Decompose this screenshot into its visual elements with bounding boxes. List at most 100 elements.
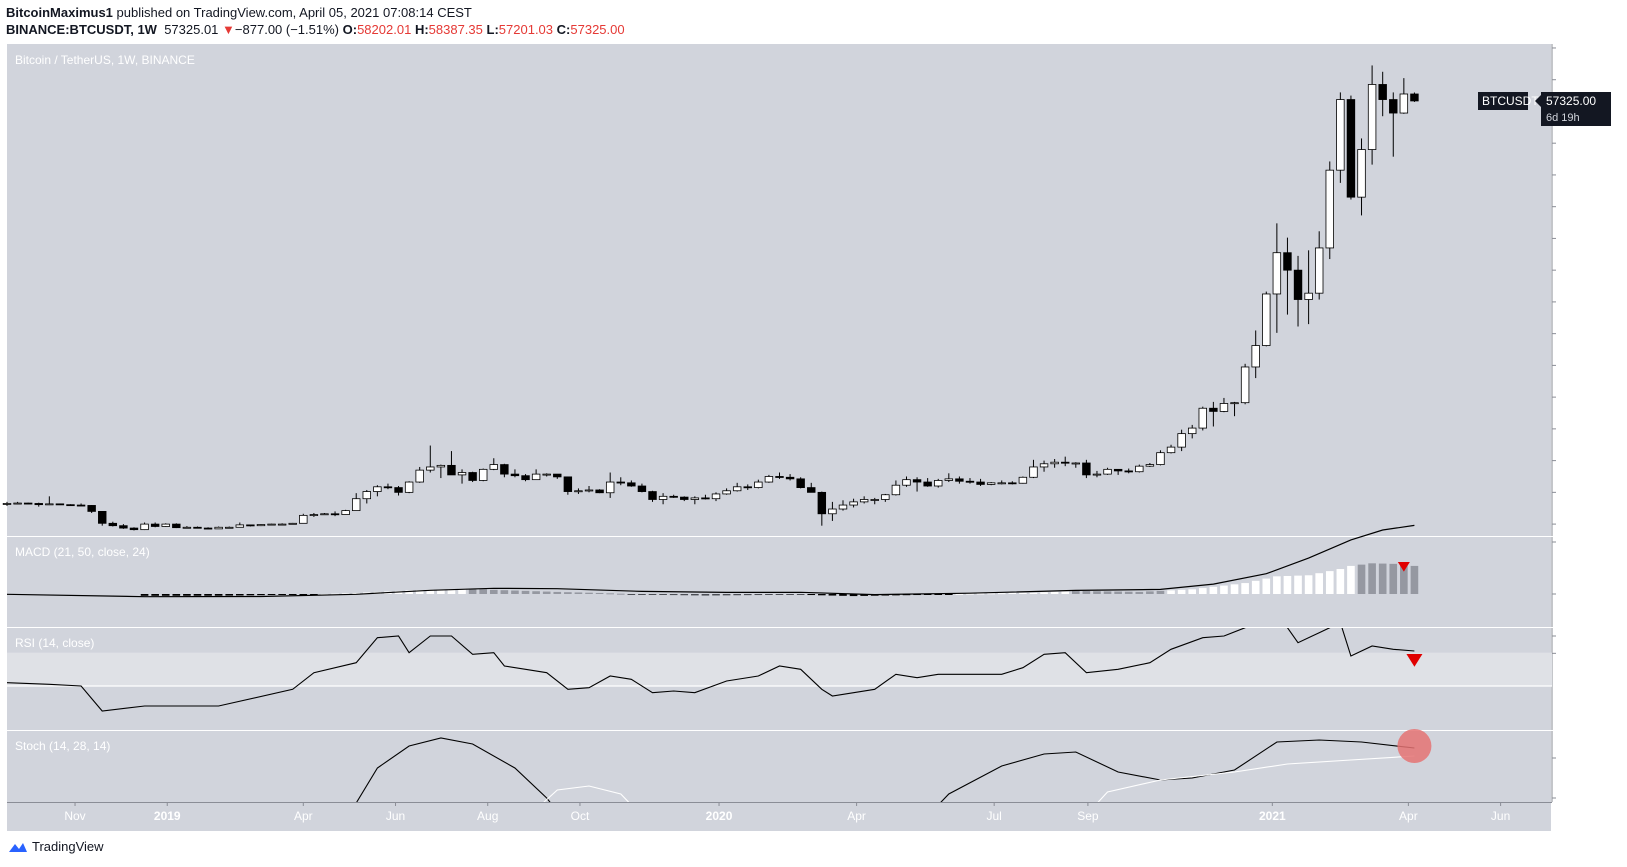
macd-histogram-bar	[786, 594, 794, 595]
candle-body	[796, 478, 805, 488]
macd-histogram-bar	[796, 594, 805, 595]
candle-body	[616, 481, 625, 484]
time-tick-label: 2019	[154, 809, 181, 823]
time-tick-label: Apr	[294, 809, 313, 823]
publish-header: BitcoinMaximus1 published on TradingView…	[6, 5, 472, 20]
time-tick-label: Oct	[571, 809, 590, 823]
macd-histogram-bar	[235, 594, 244, 596]
candle-body	[246, 524, 255, 527]
macd-histogram-bar	[331, 593, 339, 595]
macd-histogram-bar	[945, 594, 953, 595]
candle-body	[542, 473, 551, 476]
macd-histogram-bar	[246, 594, 255, 596]
time-tick-label: Jun	[1491, 809, 1510, 823]
rsi-tick-label: 80.00	[1575, 631, 1603, 643]
macd-histogram-bar	[183, 594, 191, 596]
macd-histogram-bar	[1378, 563, 1387, 594]
macd-histogram-bar	[489, 589, 498, 594]
macd-histogram-bar	[976, 593, 985, 595]
macd-histogram-bar	[1082, 591, 1091, 594]
macd-histogram-bar	[743, 594, 752, 596]
macd-histogram-bar	[542, 591, 551, 594]
candle-body	[1166, 446, 1176, 454]
candle-body	[1029, 466, 1038, 478]
time-tick-label: Nov	[64, 809, 85, 823]
rsi-band	[7, 652, 1552, 686]
price-tick-label: 16000.00	[1562, 424, 1608, 436]
candle-body	[129, 527, 139, 531]
macd-histogram-bar	[500, 590, 509, 594]
time-tick-label: 2020	[706, 809, 733, 823]
candle-body	[1103, 468, 1112, 475]
macd-histogram-bar	[1177, 589, 1186, 594]
candle-body	[394, 487, 403, 493]
macd-histogram-bar	[606, 593, 614, 595]
price-tick-label: 20000.00	[1562, 392, 1608, 404]
stoch-tick-label: 80.00	[1575, 753, 1603, 765]
macd-histogram-bar	[1040, 592, 1048, 594]
candle-body	[690, 497, 700, 500]
macd-histogram-bar	[310, 594, 318, 595]
candle-body	[299, 514, 308, 524]
price-tick-label: 40000.00	[1562, 233, 1608, 245]
candle-body	[235, 524, 245, 528]
macd-histogram-bar	[151, 594, 159, 596]
candle-body	[1399, 93, 1409, 114]
macd-histogram-bar	[1283, 575, 1292, 594]
macd-histogram-bar	[479, 589, 488, 594]
macd-histogram-bar	[839, 594, 847, 596]
candle-body	[1346, 99, 1356, 198]
time-tick-label: 2021	[1259, 809, 1286, 823]
candle-body	[775, 476, 784, 478]
price-pane[interactable]	[7, 44, 1551, 536]
candle-body	[732, 486, 742, 492]
author-name[interactable]: BitcoinMaximus1	[6, 5, 113, 20]
candle-body	[23, 502, 33, 505]
symbol-tag-text: BTCUSDT	[1482, 94, 1539, 108]
candle-body	[828, 508, 837, 515]
candle-body	[1156, 452, 1165, 465]
macd-histogram-bar	[997, 593, 1006, 595]
candle-body	[1314, 247, 1324, 294]
candle-body	[457, 472, 467, 476]
candle-body	[256, 524, 266, 527]
candle-body	[2, 503, 12, 505]
candle-body	[66, 504, 75, 507]
macd-histogram-bar	[1209, 586, 1218, 594]
candle-body	[531, 473, 541, 481]
stoch-tick-label: 60.00	[1575, 793, 1603, 805]
stoch-pane[interactable]	[7, 731, 1551, 802]
macd-histogram-bar	[426, 589, 435, 594]
macd-histogram-bar	[415, 590, 424, 594]
macd-histogram-bar	[1008, 592, 1017, 594]
macd-histogram-bar	[1273, 576, 1281, 594]
macd-pane[interactable]	[7, 537, 1551, 627]
macd-histogram-bar	[511, 590, 519, 594]
time-axis[interactable]	[7, 803, 1551, 831]
candle-body	[743, 486, 752, 489]
candle-body	[108, 522, 118, 527]
macd-histogram-bar	[627, 594, 636, 595]
chart-area[interactable]: 4000.00 8000.00 12000.00 16000.00 20000.00 24…	[0, 0, 1627, 835]
candle-body	[627, 482, 636, 487]
candle-body	[912, 479, 922, 483]
candle-body	[1389, 99, 1398, 114]
candle-body	[658, 495, 668, 500]
candle-body	[1367, 84, 1377, 150]
macd-histogram-bar	[934, 594, 943, 595]
candle-body	[330, 513, 340, 516]
macd-histogram-bar	[966, 593, 974, 595]
candle-body	[1209, 407, 1218, 412]
candle-body	[1008, 482, 1017, 485]
macd-histogram-bar	[140, 594, 149, 596]
price-tick-label: 52000.00	[1562, 138, 1608, 150]
macd-histogram-bar	[564, 592, 572, 594]
macd-histogram-bar	[1019, 592, 1027, 594]
candle-body	[870, 499, 879, 501]
macd-histogram-bar	[204, 594, 212, 596]
price-tick-label: 36000.00	[1562, 265, 1608, 277]
ohlc-header: BINANCE:BTCUSDT, 1W 57325.01 ▼−877.00 (−…	[6, 22, 625, 37]
macd-histogram-bar	[987, 593, 995, 595]
stoch-title: Stoch (14, 28, 14)	[15, 739, 110, 753]
candle-body	[98, 510, 107, 524]
